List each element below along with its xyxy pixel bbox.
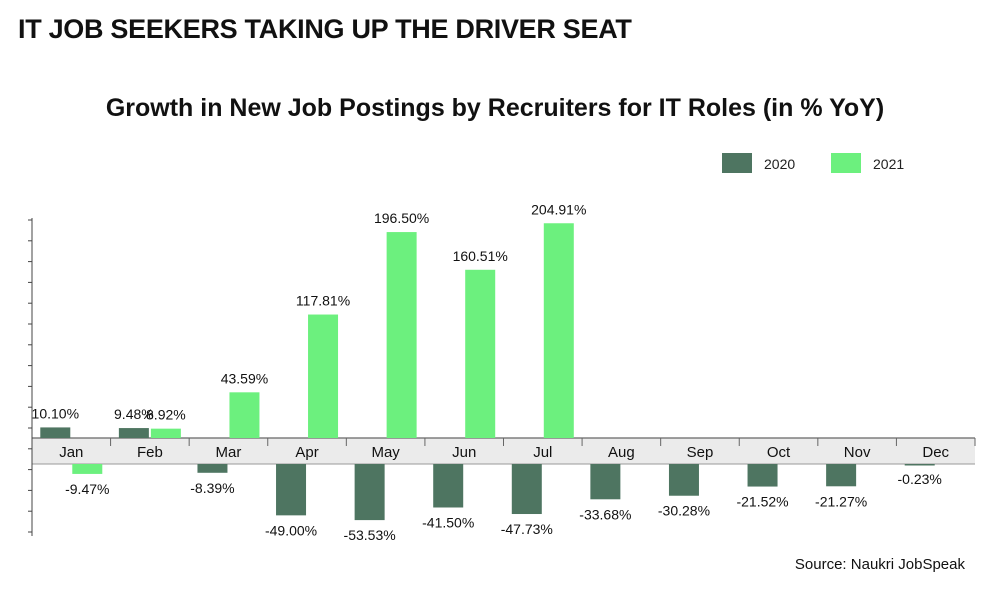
data-label-2020-nov: -21.27% xyxy=(815,493,867,509)
x-tick-label: Jun xyxy=(452,444,476,461)
legend-label-2021: 2021 xyxy=(873,156,904,172)
data-label-2020-sep: -30.28% xyxy=(658,503,710,519)
data-label-2020-oct: -21.52% xyxy=(736,494,788,510)
data-label-2020-jul: -47.73% xyxy=(501,521,553,537)
data-label-2020-apr: -49.00% xyxy=(265,522,317,538)
x-tick-label: Sep xyxy=(687,444,714,461)
bar-2021-mar xyxy=(229,392,260,438)
bar-2021-jan xyxy=(72,464,103,474)
bar-2020-jul xyxy=(511,464,542,515)
bar-2021-jul xyxy=(543,223,574,438)
data-label-2021-jan: -9.47% xyxy=(65,481,109,497)
legend-swatch-2020 xyxy=(722,153,752,173)
data-label-2021-mar: 43.59% xyxy=(221,370,268,386)
data-label-2021-jul: 204.91% xyxy=(531,201,586,217)
x-tick-label: May xyxy=(371,444,400,461)
legend-swatch-2021 xyxy=(831,153,861,173)
data-label-2021-jun: 160.51% xyxy=(453,248,508,264)
x-tick-label: Apr xyxy=(295,444,318,461)
x-tick-label: Jul xyxy=(533,444,552,461)
plot-area: Jan 10.10% -9.47% Feb 9.48%8.92% Mar -8.39% 43.… xyxy=(28,201,976,543)
bar-2020-nov xyxy=(826,464,857,487)
data-label-2021-may: 196.50% xyxy=(374,210,429,226)
bar-2020-oct xyxy=(747,464,778,487)
bar-2020-sep xyxy=(668,464,699,496)
bar-2020-mar xyxy=(197,464,228,473)
data-label-2021-apr: 117.81% xyxy=(296,293,350,309)
headline: IT JOB SEEKERS TAKING UP THE DRIVER SEAT xyxy=(18,14,632,44)
x-tick-label: Nov xyxy=(844,444,871,461)
bar-2020-apr xyxy=(276,464,307,516)
x-tick-label: Aug xyxy=(608,444,635,461)
data-label-2020-feb: 9.48% xyxy=(114,406,154,422)
bar-2020-jan xyxy=(40,427,71,438)
data-label-2020-jan: 10.10% xyxy=(32,405,79,421)
x-tick-label: Feb xyxy=(137,444,163,461)
chart-title: Growth in New Job Postings by Recruiters… xyxy=(106,94,884,122)
bar-2021-apr xyxy=(308,314,339,438)
bar-2021-may xyxy=(386,232,417,438)
source-note: Source: Naukri JobSpeak xyxy=(795,556,966,573)
bar-2021-feb xyxy=(150,428,181,438)
data-label-2020-mar: -8.39% xyxy=(190,480,234,496)
data-label-2021-feb: 8.92% xyxy=(146,407,186,423)
data-label-2020-aug: -33.68% xyxy=(579,506,631,522)
bar-2020-jun xyxy=(433,464,464,508)
bar-2020-aug xyxy=(590,464,621,500)
data-label-2020-dec: -0.23% xyxy=(898,471,942,487)
data-label-2020-may: -53.53% xyxy=(344,527,396,543)
legend: 2020 2021 xyxy=(722,153,904,173)
data-label-2020-jun: -41.50% xyxy=(422,514,474,530)
legend-label-2020: 2020 xyxy=(764,156,795,172)
x-tick-label: Dec xyxy=(922,444,949,461)
bar-2020-dec xyxy=(904,464,935,466)
bar-2020-feb xyxy=(118,428,149,438)
x-tick-label: Jan xyxy=(59,444,83,461)
x-tick-label: Mar xyxy=(216,444,242,461)
bar-2020-may xyxy=(354,464,385,521)
bar-2021-jun xyxy=(465,269,496,438)
x-tick-label: Oct xyxy=(767,444,791,461)
